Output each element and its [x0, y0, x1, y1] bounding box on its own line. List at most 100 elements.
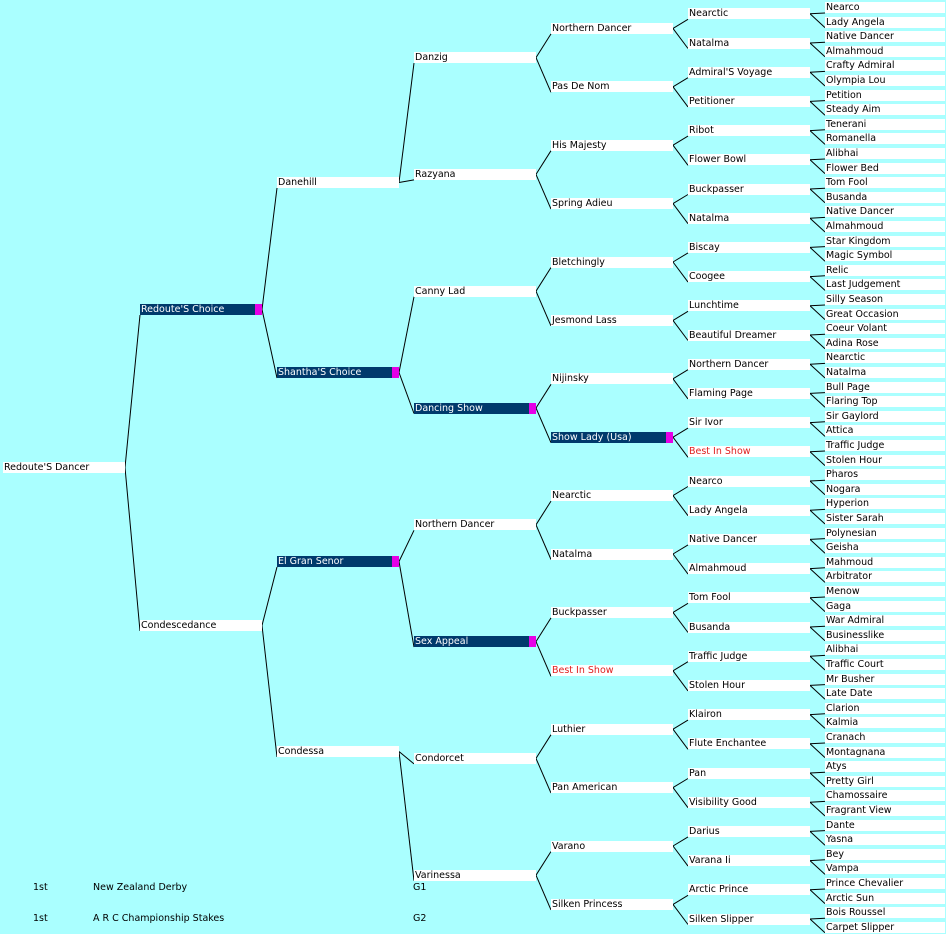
connector-line [809, 275, 826, 278]
connector-line [809, 538, 826, 540]
connector-line [398, 751, 415, 881]
connector-line [809, 626, 826, 642]
pedigree-node: Ribot [688, 125, 810, 137]
pedigree-node: Bletchingly [551, 256, 673, 268]
connector-line [398, 296, 415, 373]
pedigree-node: Busanda [825, 191, 945, 203]
connector-line [672, 894, 689, 905]
pedigree-node: Attica [825, 425, 945, 437]
pedigree-node: Redoute'S Choice [140, 304, 262, 315]
pedigree-node: Native Dancer [825, 206, 945, 218]
connector-line [809, 917, 826, 920]
pedigree-node: Almahmoud [688, 563, 810, 575]
pedigree-node: Nearctic [551, 490, 673, 502]
pedigree-node: Lady Angela [688, 504, 810, 516]
connector-line [809, 713, 826, 716]
pedigree-node: Tom Fool [688, 592, 810, 604]
pedigree-node: Nearco [825, 2, 945, 13]
connector-line [535, 500, 552, 526]
connector-line [672, 28, 689, 49]
connector-line [809, 217, 826, 233]
pedigree-node: Sir Ivor [688, 417, 810, 429]
pedigree-node: Flaring Top [825, 396, 945, 408]
connector-line [809, 743, 826, 758]
connector-line [672, 904, 689, 925]
pedigree-node: Natalma [825, 367, 945, 378]
connector-line [535, 407, 552, 443]
connector-line [809, 859, 826, 862]
connector-line [672, 135, 689, 146]
pedigree-node: Bey [825, 848, 945, 860]
connector-line [398, 372, 415, 414]
connector-line [809, 334, 826, 350]
pedigree-node: Sir Gaylord [825, 410, 945, 422]
pedigree-node: Luthier [551, 723, 673, 735]
pedigree-node: Silken Princess [551, 898, 673, 910]
pedigree-node: Show Lady (Usa) [551, 431, 673, 443]
pedigree-node: Coogee [688, 271, 810, 283]
pedigree-node: Natalma [688, 37, 810, 49]
connector-line [809, 363, 826, 379]
pedigree-node: Pan [688, 767, 810, 779]
pedigree-node: Klairon [688, 709, 810, 721]
pedigree-node: Geisha [825, 542, 945, 554]
connector-line [672, 194, 689, 205]
connector-line [535, 174, 552, 210]
connector-line [398, 179, 415, 183]
connector-line [809, 714, 826, 729]
connector-line [809, 130, 826, 145]
pedigree-node: Menow [825, 586, 945, 597]
pedigree-node: Fragrant View [825, 805, 945, 816]
pedigree-node: Condorcet [414, 752, 536, 764]
connector-line [672, 602, 689, 613]
pedigree-node: Dancing Show [414, 402, 536, 414]
connector-line [672, 787, 689, 808]
pedigree-node: Nijinsky [551, 373, 673, 385]
pedigree-node: Nearctic [825, 352, 945, 364]
connector-line [672, 320, 689, 341]
connector-line [809, 158, 826, 161]
connector-line [809, 159, 826, 174]
connector-line [535, 267, 552, 292]
connector-line [535, 641, 552, 677]
connector-line [672, 845, 689, 867]
connector-line [672, 728, 689, 750]
pedigree-node: Kalmia [825, 717, 945, 729]
connector-line [672, 661, 689, 672]
pedigree-node: Danzig [414, 52, 536, 64]
pedigree-node: Tenerani [825, 118, 945, 130]
pedigree-node: Arbitrator [825, 571, 945, 583]
connector-line [672, 544, 689, 555]
pedigree-node: His Majesty [551, 139, 673, 151]
connector-line [535, 524, 552, 560]
pedigree-node: Stolen Hour [688, 679, 810, 691]
connector-line [672, 427, 689, 438]
pedigree-node: Gaga [825, 600, 945, 612]
pedigree-node: Best In Show [688, 446, 810, 458]
pedigree-node: Natalma [551, 548, 673, 560]
connector-line [809, 422, 826, 437]
connector-line [809, 41, 826, 44]
connector-line [809, 276, 826, 291]
connector-line [672, 77, 689, 88]
pedigree-node: Varinessa [414, 869, 536, 881]
pedigree-node: Best In Show [551, 665, 673, 677]
connector-line [261, 625, 278, 758]
pedigree-node: Coeur Volant [825, 323, 945, 335]
connector-line [809, 830, 826, 832]
pedigree-node: Busanda [688, 621, 810, 633]
connector-line [124, 467, 141, 632]
connector-line [535, 150, 552, 175]
connector-line [672, 553, 689, 575]
pedigree-node: Traffic Judge [825, 440, 945, 451]
race-2-place: 1st [33, 913, 48, 924]
connector-line [535, 758, 552, 794]
pedigree-node: Varano [551, 840, 673, 852]
race-2-grade: G2 [413, 913, 427, 924]
connector-line [398, 751, 415, 765]
pedigree-node: El Gran Senor [277, 556, 399, 567]
connector-line [809, 771, 826, 774]
pedigree-node: Danehill [277, 177, 399, 188]
pedigree-node: Shantha'S Choice [277, 367, 399, 378]
connector-line [809, 568, 826, 583]
